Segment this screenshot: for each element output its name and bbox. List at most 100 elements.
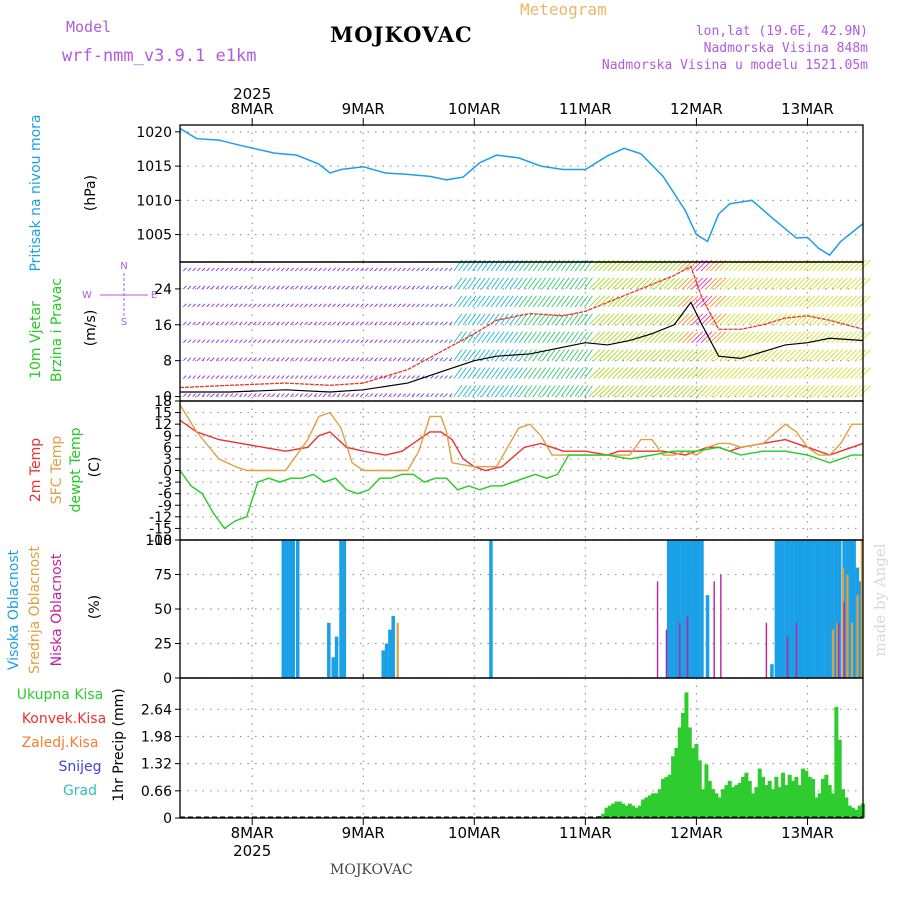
cloud-high-bar bbox=[339, 540, 343, 678]
compass-n: N bbox=[120, 261, 127, 272]
cloud-high-bar bbox=[849, 540, 853, 678]
cloud-high-bar bbox=[837, 540, 842, 678]
cloud-high-bar bbox=[295, 540, 300, 678]
cloud-high-bar bbox=[288, 540, 292, 678]
precip-bar bbox=[711, 789, 716, 818]
precip-bar bbox=[784, 785, 789, 818]
ytick-label-precip: 1.32 bbox=[141, 757, 172, 773]
ytick-label-precip: 1.98 bbox=[141, 729, 172, 745]
ytick-label-clouds: 75 bbox=[154, 568, 172, 584]
cloud-mid-bar bbox=[850, 622, 853, 678]
precip-bar bbox=[797, 785, 802, 818]
cloud-mid-bar bbox=[846, 574, 849, 678]
precip-legend-0: Ukupna Kisa bbox=[17, 687, 104, 703]
xtick-label-bottom: 9MAR bbox=[342, 824, 385, 842]
cloud-mid-bar bbox=[856, 595, 859, 678]
ytick-label-precip: 0 bbox=[163, 811, 172, 827]
precip-bar bbox=[857, 805, 862, 818]
cloud-high-bar bbox=[334, 636, 339, 678]
precip-bar bbox=[841, 789, 846, 818]
precip-bar bbox=[751, 793, 756, 818]
precip-bar bbox=[771, 789, 776, 818]
cloud-high-bar bbox=[811, 540, 815, 678]
precip-bar bbox=[747, 780, 752, 818]
cloud-high-bar bbox=[673, 540, 678, 678]
precip-bar bbox=[674, 748, 679, 818]
precip-bar bbox=[804, 770, 809, 818]
cloud-high-bar bbox=[384, 643, 389, 678]
temp-2m-label: 2m Temp bbox=[28, 438, 44, 502]
cloud-high-bar bbox=[814, 540, 819, 678]
cloud-low-bar bbox=[686, 615, 689, 678]
cloud-high-bar bbox=[291, 540, 296, 678]
precip-bar bbox=[837, 739, 842, 818]
cloud-high-bar bbox=[705, 595, 710, 678]
cloud-high-label: Visoka Oblacnost bbox=[6, 549, 22, 670]
precip-bar bbox=[621, 803, 626, 818]
cloud-high-bar bbox=[391, 615, 395, 678]
wind-gust-line bbox=[179, 265, 864, 389]
cloud-high-bar bbox=[676, 540, 681, 678]
precip-bar bbox=[727, 780, 732, 818]
precip-bar bbox=[614, 801, 619, 818]
cloud-high-bar bbox=[770, 664, 774, 678]
precip-legend-2: Zaledj.Kisa bbox=[22, 735, 99, 751]
ytick-label-wind: 24 bbox=[154, 282, 172, 298]
precip-bar bbox=[851, 807, 856, 818]
precip-bar bbox=[807, 776, 812, 818]
precip-bar bbox=[707, 780, 712, 818]
precip-bar bbox=[721, 789, 726, 818]
cloud-high-bar bbox=[821, 540, 825, 678]
precip-bar bbox=[634, 807, 639, 818]
precip-bar bbox=[714, 793, 719, 818]
temp-sfc-label: SFC Temp bbox=[49, 436, 65, 505]
precip-bar bbox=[847, 805, 852, 818]
ytick-label-wind: 0 bbox=[163, 390, 172, 406]
cloud-mid-bar bbox=[841, 567, 845, 678]
xtick-label-top: 11MAR bbox=[559, 100, 612, 118]
model-label: Model bbox=[66, 18, 112, 36]
cloud-high-bar bbox=[774, 540, 779, 678]
precip-bar bbox=[834, 706, 839, 818]
precip-bar bbox=[601, 813, 606, 818]
precip-bar bbox=[701, 789, 706, 818]
altitude-label: Nadmorska Visina 848m bbox=[703, 41, 868, 56]
cloud-high-bar bbox=[791, 540, 795, 678]
xtick-label-top: 10MAR bbox=[448, 100, 501, 118]
cloud-low-bar bbox=[713, 581, 715, 678]
coordinates-label: lon,lat (19.6E, 42.9N) bbox=[695, 24, 868, 39]
wind-barbs bbox=[183, 259, 871, 397]
ytick-label-wind: 16 bbox=[154, 318, 172, 334]
precip-bar bbox=[734, 785, 739, 818]
precip-bar bbox=[687, 727, 692, 818]
precip-bar bbox=[661, 778, 666, 818]
precip-ylabel: 1hr Precip (mm) bbox=[111, 688, 127, 801]
precip-bar bbox=[757, 768, 762, 818]
ytick-label-temperature: 12 bbox=[154, 417, 172, 433]
precip-bar bbox=[811, 778, 816, 818]
precip-bar bbox=[731, 787, 736, 818]
compass-e: E bbox=[151, 290, 157, 301]
cloud-high-bar bbox=[804, 540, 809, 678]
ytick-label-pressure: 1020 bbox=[136, 125, 172, 141]
cloud-high-bar bbox=[388, 629, 392, 678]
model-altitude-label: Nadmorska Visina u modelu 1521.05m bbox=[601, 58, 868, 73]
precip-bar bbox=[681, 713, 686, 818]
ytick-label-clouds: 25 bbox=[154, 637, 172, 653]
dewpoint-label: dewpt Temp bbox=[68, 427, 84, 512]
cloud-low-bar bbox=[786, 636, 789, 678]
precip-bar bbox=[677, 727, 682, 818]
cloud-low-bar bbox=[362, 673, 364, 678]
cloud-mid-bar bbox=[831, 629, 835, 678]
precip-bar bbox=[844, 797, 849, 818]
precip-bar bbox=[754, 787, 759, 818]
precip-bar bbox=[824, 774, 829, 818]
cloud-high-bar bbox=[381, 650, 385, 678]
precip-bar bbox=[624, 805, 629, 818]
cloud-high-bar bbox=[696, 540, 701, 678]
ytick-label-pressure: 1005 bbox=[136, 228, 172, 244]
precip-bar bbox=[794, 776, 799, 818]
cloud-high-bar bbox=[489, 540, 493, 678]
precip-bar bbox=[604, 807, 609, 818]
ytick-label-temperature: -18 bbox=[149, 533, 172, 549]
